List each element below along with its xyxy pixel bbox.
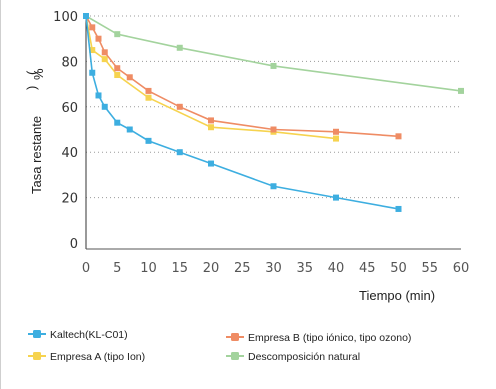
data-point <box>145 87 152 94</box>
series-line <box>85 15 462 92</box>
y-tick-label: 20 <box>61 192 78 207</box>
data-point <box>145 94 152 101</box>
legend-swatch-marker <box>33 330 41 338</box>
y-tick-label: 60 <box>61 101 78 116</box>
legend-item: Descomposición natural <box>226 351 360 363</box>
data-point <box>101 56 108 63</box>
x-tick-label: 55 <box>421 261 438 276</box>
legend-label: Kaltech(KL-C01) <box>50 329 128 341</box>
data-point <box>114 65 121 72</box>
y-axis-unit: % <box>31 68 46 80</box>
legend-item: Kaltech(KL-C01) <box>28 329 128 341</box>
x-tick-label: 0 <box>82 261 90 276</box>
data-point <box>114 31 121 38</box>
data-point <box>176 44 183 51</box>
legend-label: Empresa A (tipo Ion) <box>50 351 145 363</box>
series-1 <box>83 13 402 140</box>
data-point <box>114 119 121 126</box>
y-axis-unit-close-paren: ) <box>24 86 39 90</box>
x-tick-labels: 0 5 10 15 20 25 30 35 40 45 50 55 60 <box>82 261 469 276</box>
x-tick-label: 60 <box>453 261 470 276</box>
data-point <box>89 47 96 54</box>
data-point <box>395 205 402 212</box>
legend-item: Empresa B (tipo iónico, tipo ozono) <box>226 332 411 344</box>
data-point <box>208 117 214 124</box>
y-tick-label: 0 <box>70 237 78 252</box>
legend-item: Empresa A (tipo Ion) <box>28 351 145 363</box>
x-tick-label: 50 <box>390 261 407 276</box>
series-3 <box>83 13 464 94</box>
data-point <box>126 74 133 81</box>
data-point <box>333 128 339 135</box>
data-point <box>95 92 102 99</box>
y-axis-title: Tasa restante <box>29 116 44 194</box>
x-axis-title: Tiempo (min) <box>359 288 435 303</box>
data-point <box>95 35 102 42</box>
legend-label: Empresa B (tipo iónico, tipo ozono) <box>248 332 411 344</box>
x-tick-label: 5 <box>113 261 121 276</box>
data-point <box>270 62 277 69</box>
data-point <box>83 13 89 19</box>
y-tick-label: 80 <box>61 55 78 70</box>
data-point <box>208 160 214 167</box>
series-line <box>85 15 399 210</box>
data-point <box>458 87 464 94</box>
x-tick-label: 20 <box>203 261 220 276</box>
legend-label: Descomposición natural <box>248 351 360 363</box>
data-point <box>176 103 183 110</box>
x-tick-label: 25 <box>234 261 251 276</box>
legend: Kaltech(KL-C01) Empresa B (tipo iónico, t… <box>28 329 411 363</box>
y-axis-unit-open-paren: ( <box>24 70 39 75</box>
data-point <box>176 149 183 156</box>
data-point <box>89 69 96 76</box>
x-tick-label: 45 <box>359 261 376 276</box>
data-point <box>395 133 402 140</box>
data-point <box>270 126 277 133</box>
legend-swatch-marker <box>231 352 239 360</box>
x-tick-label: 35 <box>296 261 313 276</box>
x-tick-label: 30 <box>265 261 282 276</box>
y-tick-labels: 0 20 40 60 80 100 <box>53 10 78 252</box>
data-point <box>333 135 339 142</box>
series-layer <box>83 13 464 212</box>
data-point <box>114 72 121 79</box>
data-point <box>145 137 152 144</box>
data-point <box>126 126 133 133</box>
x-tick-label: 15 <box>171 261 188 276</box>
data-point <box>333 194 339 201</box>
series-0 <box>83 13 402 212</box>
axis-layer <box>85 14 461 250</box>
y-tick-label: 40 <box>61 146 78 161</box>
x-tick-label: 10 <box>140 261 157 276</box>
y-tick-label: 100 <box>53 10 78 25</box>
data-point <box>101 103 108 110</box>
legend-swatch-marker <box>33 352 41 360</box>
legend-swatch-marker <box>231 333 239 341</box>
left-border <box>0 0 1 389</box>
data-point <box>89 24 96 31</box>
data-point <box>208 124 214 131</box>
data-point <box>270 183 277 190</box>
data-point <box>101 49 108 56</box>
grid-layer <box>86 15 461 199</box>
x-tick-label: 40 <box>328 261 345 276</box>
